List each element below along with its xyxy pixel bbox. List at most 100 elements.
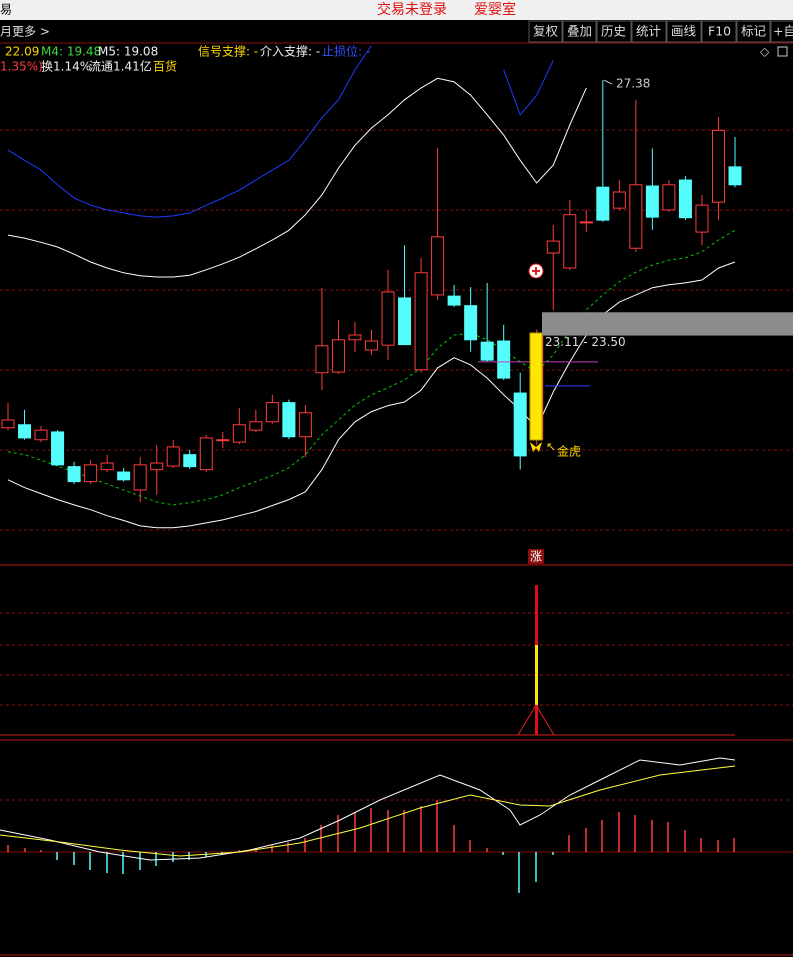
icon[interactable] bbox=[777, 46, 788, 57]
button[interactable] bbox=[562, 20, 597, 43]
candle-body bbox=[150, 462, 164, 471]
ma-label: M5: 19.08 bbox=[98, 45, 158, 59]
button[interactable] bbox=[736, 20, 771, 43]
button-label[interactable]: 复权 bbox=[533, 24, 559, 39]
candle-body bbox=[662, 184, 676, 211]
signal-icon bbox=[530, 442, 542, 452]
candle-body bbox=[728, 166, 742, 186]
candle-body bbox=[678, 179, 692, 219]
button[interactable] bbox=[596, 20, 632, 43]
button[interactable] bbox=[701, 20, 737, 43]
candle-body bbox=[464, 305, 478, 341]
button-label[interactable]: 叠加 bbox=[567, 24, 592, 39]
range-box bbox=[542, 312, 793, 336]
candle-body bbox=[629, 184, 643, 249]
candle-body bbox=[414, 272, 428, 371]
candle-body bbox=[365, 340, 378, 351]
candle-body bbox=[513, 392, 527, 457]
candle-body bbox=[497, 340, 511, 379]
button-label[interactable]: 历史 bbox=[601, 24, 627, 39]
macd-bars-up bbox=[7, 800, 735, 852]
button[interactable] bbox=[666, 20, 702, 43]
button-label[interactable]: F10 bbox=[708, 24, 731, 39]
signal-label: 介入支撑: - bbox=[260, 44, 320, 59]
candle-body bbox=[100, 462, 114, 471]
toolbar: 复权 叠加 历史 统计 画线 F10 标记 +自 bbox=[528, 20, 793, 43]
high-label: 27.38 bbox=[616, 77, 650, 91]
float-label: 流通1.41亿 bbox=[89, 59, 152, 74]
indicator-badge bbox=[528, 549, 544, 564]
indicator-line bbox=[7, 229, 736, 506]
icon[interactable]: ◇ bbox=[760, 45, 770, 59]
button-label[interactable]: 标记 bbox=[741, 24, 767, 39]
candle-body bbox=[18, 424, 32, 439]
button[interactable] bbox=[770, 20, 793, 43]
candle-body bbox=[84, 464, 98, 483]
signal-label: 金虎 bbox=[557, 444, 581, 459]
macd-dea bbox=[0, 765, 736, 857]
candle-body bbox=[480, 341, 494, 361]
indicator-bar bbox=[535, 645, 538, 705]
candle-body bbox=[711, 129, 725, 203]
sector-label: 百货 bbox=[153, 59, 177, 74]
more-menu[interactable]: 更多 > bbox=[12, 25, 50, 39]
app-char: 易 bbox=[0, 3, 12, 17]
candle-body bbox=[315, 345, 329, 374]
candle-body bbox=[596, 186, 610, 221]
change-label: 1.35%) bbox=[0, 60, 43, 74]
indicator-triangle bbox=[517, 704, 555, 736]
candle-body bbox=[579, 221, 593, 224]
candle-body bbox=[216, 439, 230, 442]
login-status: 交易未登录 bbox=[377, 1, 447, 18]
candle-body bbox=[232, 424, 246, 443]
range-label: 23.11 - 23.50 bbox=[545, 335, 626, 349]
candle-body bbox=[51, 431, 65, 466]
candle-body bbox=[612, 191, 626, 209]
candle-body bbox=[199, 437, 213, 471]
candle-body bbox=[381, 291, 395, 346]
button[interactable] bbox=[528, 20, 563, 43]
candle-body bbox=[183, 454, 197, 468]
candle-body bbox=[133, 464, 147, 491]
macd-bars-down bbox=[56, 852, 554, 893]
indicator-line bbox=[7, 45, 554, 218]
period[interactable]: 月 bbox=[0, 25, 12, 39]
indicator-label: 涨 bbox=[530, 549, 542, 564]
candle-body bbox=[34, 429, 48, 441]
title-bar bbox=[0, 0, 793, 20]
candle-body bbox=[117, 471, 131, 481]
indicator-line bbox=[7, 77, 587, 278]
buy-icon bbox=[532, 267, 540, 275]
candle-body bbox=[398, 297, 412, 346]
button-label[interactable]: 统计 bbox=[636, 24, 661, 39]
indicator-line bbox=[7, 261, 736, 529]
background-rows bbox=[0, 129, 793, 531]
annotation-line bbox=[603, 79, 613, 85]
candle-body bbox=[645, 185, 659, 218]
turnover-label: 换1.14% bbox=[41, 60, 91, 74]
candle-body bbox=[431, 236, 445, 296]
ma-label: M4: 19.48 bbox=[41, 45, 101, 59]
candle-body bbox=[348, 334, 362, 341]
candle-body bbox=[695, 204, 709, 233]
button-label[interactable]: 画线 bbox=[671, 24, 697, 39]
candle-body bbox=[67, 466, 81, 483]
candle-body bbox=[447, 295, 461, 306]
candle-body bbox=[1, 419, 15, 429]
candle-body bbox=[298, 412, 312, 438]
candle-body bbox=[563, 214, 577, 269]
candle-body bbox=[546, 240, 560, 254]
signal-arrow: ↖ bbox=[546, 440, 556, 454]
stock-name: 爱婴室 bbox=[474, 1, 516, 18]
button[interactable] bbox=[631, 20, 667, 43]
signal-bar bbox=[529, 332, 543, 441]
button-label[interactable]: +自 bbox=[773, 24, 793, 39]
ma-label: 22.09 bbox=[5, 45, 39, 59]
candle-body bbox=[331, 339, 345, 373]
signal-label: 止损位: - bbox=[322, 44, 370, 59]
macd-dif bbox=[0, 757, 736, 861]
candle-body bbox=[249, 421, 263, 431]
signal-label: 信号支撑: - bbox=[198, 44, 258, 59]
